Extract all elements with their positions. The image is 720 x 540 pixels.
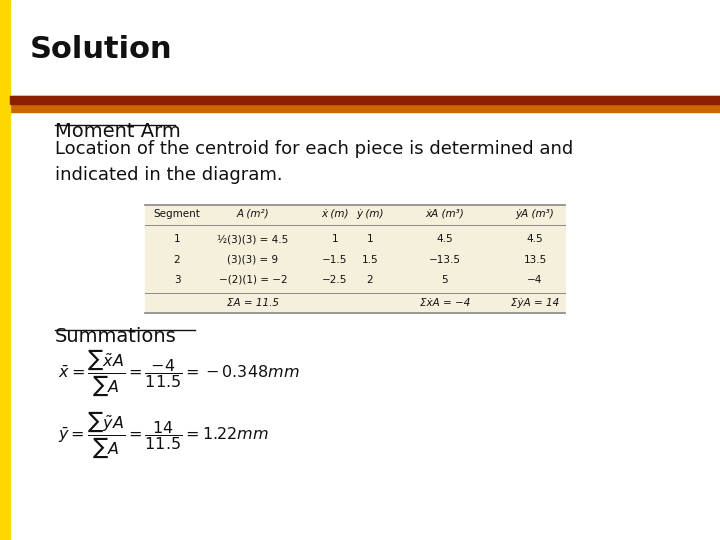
Text: Moment Arm: Moment Arm — [55, 122, 181, 141]
Bar — [145, 205, 565, 313]
Text: $\bar{x} = \dfrac{\sum\tilde{x}A}{\sum A} = \dfrac{-4}{11.5} = -0.348mm$: $\bar{x} = \dfrac{\sum\tilde{x}A}{\sum A… — [58, 348, 300, 399]
Bar — [10, 96, 720, 104]
Text: 1: 1 — [332, 234, 338, 244]
Text: 4.5: 4.5 — [527, 234, 544, 244]
Text: −13.5: −13.5 — [429, 255, 461, 265]
Text: ΣẋA = −4: ΣẋA = −4 — [420, 298, 470, 308]
Text: Segment: Segment — [153, 209, 200, 219]
Text: ½(3)(3) = 4.5: ½(3)(3) = 4.5 — [217, 234, 289, 244]
Text: ẏ (m): ẏ (m) — [356, 209, 384, 219]
Text: $\bar{y} = \dfrac{\sum\tilde{y}A}{\sum A} = \dfrac{14}{11.5} = 1.22mm$: $\bar{y} = \dfrac{\sum\tilde{y}A}{\sum A… — [58, 410, 269, 461]
Text: Solution: Solution — [30, 35, 173, 64]
Text: ẋA (m³): ẋA (m³) — [426, 209, 464, 219]
Text: ẏA (m³): ẏA (m³) — [516, 209, 554, 219]
Text: ẋ (m): ẋ (m) — [321, 209, 348, 219]
Text: 5: 5 — [441, 275, 449, 285]
Text: −(2)(1) = −2: −(2)(1) = −2 — [219, 275, 287, 285]
Text: ΣA = 11.5: ΣA = 11.5 — [227, 298, 279, 308]
Text: Location of the centroid for each piece is determined and
indicated in the diagr: Location of the centroid for each piece … — [55, 140, 573, 184]
Text: −2.5: −2.5 — [323, 275, 348, 285]
Text: 13.5: 13.5 — [523, 255, 546, 265]
Text: 1: 1 — [174, 234, 180, 244]
Text: 1: 1 — [366, 234, 373, 244]
Text: 2: 2 — [174, 255, 180, 265]
Text: 4.5: 4.5 — [437, 234, 454, 244]
Text: A (m²): A (m²) — [237, 209, 269, 219]
Text: 3: 3 — [174, 275, 180, 285]
Bar — [0, 0, 10, 540]
Text: ΣẏA = 14: ΣẏA = 14 — [511, 298, 559, 308]
Text: 1.5: 1.5 — [361, 255, 378, 265]
Text: Summations: Summations — [55, 327, 176, 346]
Text: 2: 2 — [366, 275, 373, 285]
Text: −4: −4 — [527, 275, 543, 285]
Text: (3)(3) = 9: (3)(3) = 9 — [228, 255, 279, 265]
Bar — [10, 96, 720, 112]
Text: −1.5: −1.5 — [323, 255, 348, 265]
